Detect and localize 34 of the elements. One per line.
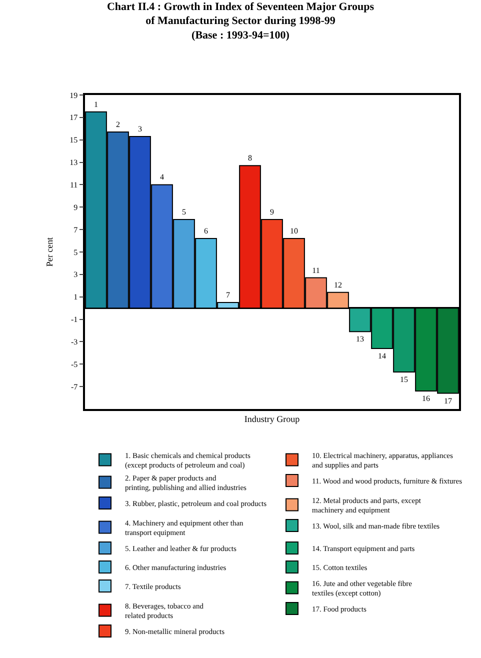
y-tick-label: 11 xyxy=(70,180,78,190)
y-tick-label: 5 xyxy=(74,248,78,257)
text: 6 xyxy=(204,226,208,236)
y-tick-label: -3 xyxy=(70,338,78,347)
y-tick-label: 1 xyxy=(74,292,78,302)
text: 11 xyxy=(312,266,320,275)
y-tick-label: 17 xyxy=(70,113,78,122)
text: 2 xyxy=(116,120,120,130)
text: 9 xyxy=(270,207,274,216)
y-tick-label: 15 xyxy=(70,136,78,145)
chart-title: Chart II.4 : Growth in Index of Seventeen Major Groups of Manufacturing Sector during 1998-99 (Base : 1993-94=100) xyxy=(106,0,375,42)
text: 1 xyxy=(94,100,98,109)
y-tick-label: 19 xyxy=(70,90,78,100)
text: 14 xyxy=(378,351,386,360)
text: 12 xyxy=(334,280,342,290)
text: 16 xyxy=(422,394,430,404)
y-tick-label: -1 xyxy=(70,315,78,324)
text: 4 xyxy=(160,172,164,182)
y-tick-label: 3 xyxy=(74,270,78,280)
text: 3 xyxy=(138,124,142,134)
y-tick-label: -5 xyxy=(70,360,78,369)
text: 7 xyxy=(226,290,230,300)
y-tick-label: 13 xyxy=(70,158,78,168)
text: 17 xyxy=(444,396,452,406)
text: 13 xyxy=(356,334,364,344)
y-tick-label: -7 xyxy=(70,382,78,392)
y-tick-label: 7 xyxy=(74,225,78,234)
y-axis-title: Per cent xyxy=(44,236,54,267)
text: 15 xyxy=(400,374,408,384)
y-tick-label: 9 xyxy=(74,202,78,212)
text: 10 xyxy=(290,226,298,236)
x-axis-title: Industry Group xyxy=(244,414,300,424)
text: 8 xyxy=(248,154,252,163)
text: 5 xyxy=(182,207,186,216)
